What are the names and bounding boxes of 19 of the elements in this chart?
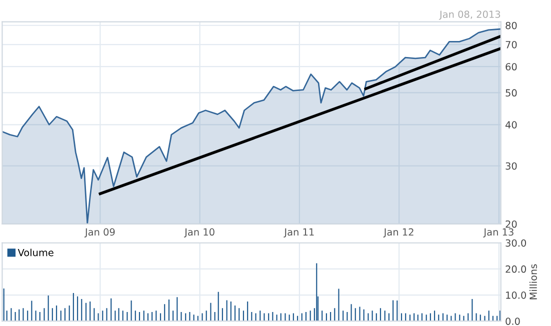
- y-tick-label: 40: [506, 121, 517, 129]
- x-tick-label: Jan 11: [284, 228, 314, 238]
- x-tick-label: Jan 13: [483, 228, 514, 238]
- y-tick-label: 60: [506, 63, 517, 70]
- y-tick-label: 30.0: [506, 239, 526, 247]
- y-axis-title: Millions: [529, 264, 537, 300]
- y-tick-label: 50: [506, 89, 517, 97]
- y-tick-label: 20.0: [506, 265, 526, 273]
- y-tick-label: 0.0: [506, 318, 520, 325]
- legend-label: Volume: [18, 248, 54, 256]
- y-tick-label: 20: [506, 220, 517, 228]
- x-tick-label: Jan 10: [184, 228, 214, 238]
- x-tick-label: Jan 12: [383, 228, 414, 238]
- x-tick-label: Jan 09: [84, 228, 115, 238]
- y-tick-label: 30: [506, 162, 517, 170]
- text: Jan 08, 2013: [438, 10, 500, 20]
- y-tick-label: 70: [506, 40, 517, 48]
- y-tick-label: 10.0: [506, 292, 526, 299]
- y-tick-label: 80: [506, 22, 517, 30]
